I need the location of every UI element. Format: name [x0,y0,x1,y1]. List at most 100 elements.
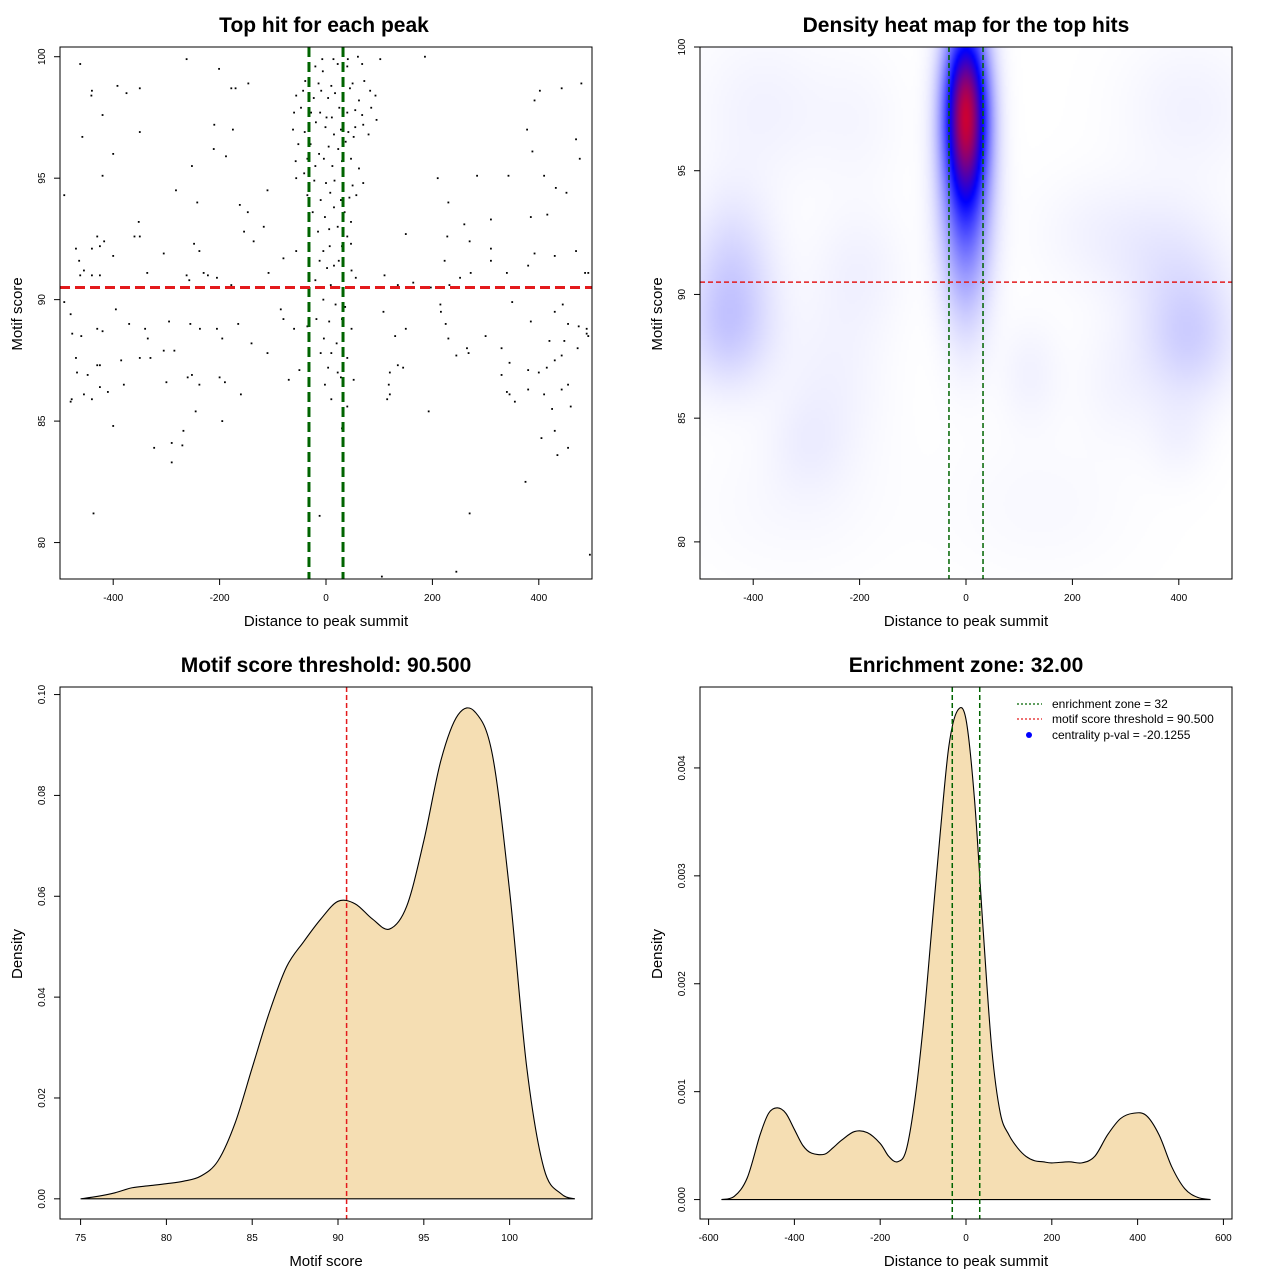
scatter-point [221,337,224,340]
scatter-point [322,298,325,301]
scatter-point [545,366,548,369]
scatter-point [455,570,458,573]
y-tick-label: 80 [677,536,688,548]
scatter-point [193,242,195,245]
scatter-point [446,235,449,238]
scatter-point [344,306,347,308]
scatter-point [188,279,191,282]
scatter-point [326,267,328,269]
scatter-point [71,332,74,335]
scatter-point [553,255,556,257]
scatter-point [321,70,324,73]
scatter-point [103,240,106,243]
scatter-point [362,182,365,184]
scatter-point [91,398,93,401]
scatter-point [490,259,492,262]
y-tick-label: 85 [677,412,688,424]
scatter-point [238,203,241,206]
scatter-point [447,337,450,340]
scatter-point [75,247,77,250]
scatter-point [346,235,349,238]
x-tick-label: 400 [1129,1233,1146,1244]
scatter-point [86,374,89,376]
scatter-point [198,250,201,252]
scatter-point [329,191,332,194]
scatter-point [396,284,399,286]
scatter-point [175,189,177,192]
scatter-point [351,184,354,187]
scatter-point [484,335,487,337]
scatter-point [511,301,514,303]
scatter-point [404,327,407,330]
scatter-point [225,155,227,158]
scatter-point [128,323,131,325]
scatter-point [351,82,354,85]
scatter-point [83,269,85,272]
scatter-point [317,230,319,233]
scatter-point [114,308,117,311]
scatter-point [447,201,450,204]
scatter-point [412,281,415,284]
scatter-point [325,182,327,184]
scatter-point [500,347,503,350]
x-tick-label: 200 [1064,593,1081,604]
scatter-point [380,575,383,578]
scatter-point [173,349,176,352]
scatter-point [329,284,332,286]
scatter-point [567,323,569,325]
scatter-point [122,383,125,386]
scatter-point [336,371,339,374]
scatter-point [112,152,115,155]
y-tick-label: 0.10 [37,684,48,704]
scatter-point [75,357,77,359]
scatter-point [252,240,255,243]
scatter-point [396,364,399,367]
x-tick-label: -400 [784,1233,804,1244]
scatter-point [490,218,492,221]
scatter-point [63,194,66,197]
scatter-point [330,352,333,354]
scatter-point [560,87,563,90]
scatter-point [375,118,378,121]
x-tick-label: -200 [210,593,230,604]
scatter-point [298,369,301,371]
scatter-point [101,114,104,116]
scatter-point [112,255,115,257]
scatter-point [533,99,536,102]
y-tick-label: 100 [37,48,48,65]
scatter-point [334,92,336,95]
scatter-point [312,97,315,99]
scatter-point [146,272,149,274]
scatter-point [199,327,201,330]
scatter-point [287,378,290,381]
scatter-point [101,174,104,177]
scatter-point [91,89,93,92]
scatter-point [165,381,168,384]
scatter-point [551,408,553,410]
scatter-point [69,400,72,403]
x-tick-label: 0 [963,1233,969,1244]
scatter-point [282,257,285,260]
enrichment-axes: -600 -400 -200 0 200 400 600 0.000 0.001 0.002 0.0… [677,755,1232,1244]
scatter-point [344,140,347,143]
scatter-point [565,191,568,194]
scatter-point [507,174,510,177]
scatter-point [99,386,101,388]
scatter-point [303,131,306,133]
x-tick-label: 95 [418,1233,430,1244]
panel-top-hit-scatter: Top hit for each peak Distance to peak s… [9,14,593,630]
panel-motif-score-density: Motif score threshold: 90.500 Motif scor… [9,654,593,1270]
x-tick-label: 400 [1170,593,1187,604]
scatter-point [587,335,590,337]
heatmap-density-raster [700,47,1232,579]
scatter-point [237,323,240,325]
scatter-point [575,138,577,141]
scatter-point [505,391,508,393]
scatter-point [138,131,141,133]
scatter-point [325,116,328,119]
scatter-point [531,150,534,153]
scatter-point [317,82,320,85]
scatter-point [297,143,300,146]
x-tick-label: 100 [501,1233,518,1244]
